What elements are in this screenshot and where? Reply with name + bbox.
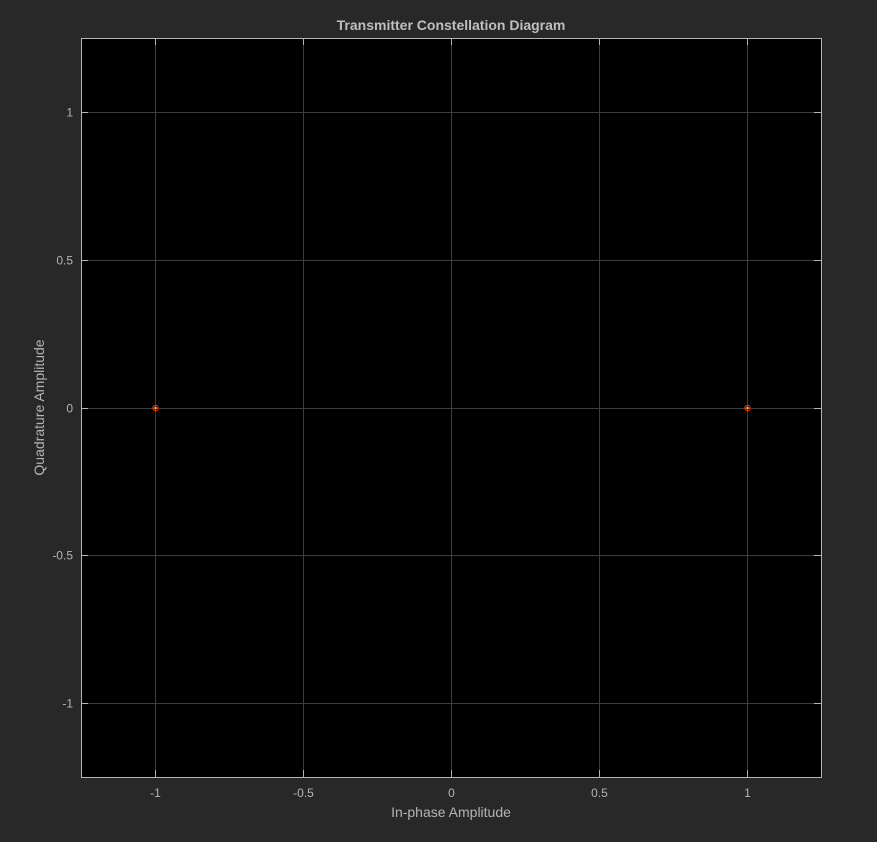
x-tick-label: 1 xyxy=(744,786,751,800)
x-tick-label: -1 xyxy=(150,786,161,800)
y-tick-label: -1 xyxy=(62,697,73,711)
x-tick-label: 0 xyxy=(448,786,455,800)
x-tick-label: 0.5 xyxy=(591,786,608,800)
y-tick-label: 1 xyxy=(66,106,73,120)
y-tick-label: 0 xyxy=(66,402,73,416)
received-constellation-point xyxy=(746,406,749,410)
reference-constellation-point xyxy=(744,404,751,412)
y-tick-label: 0.5 xyxy=(56,254,73,268)
axis-ticks: -1 -0.5 0 0.5 1 -1 -0.5 0 0.5 1 xyxy=(52,38,821,800)
chart-title: Transmitter Constellation Diagram xyxy=(337,17,566,33)
constellation-points xyxy=(152,404,751,412)
received-constellation-point xyxy=(154,406,157,410)
y-tick-label: -0.5 xyxy=(52,549,73,563)
reference-constellation-point xyxy=(152,404,159,412)
plot-frame xyxy=(81,38,822,778)
x-axis-label: In-phase Amplitude xyxy=(391,804,511,820)
x-tick-label: -0.5 xyxy=(293,786,314,800)
grid-lines xyxy=(81,38,821,777)
y-axis-label: Quadrature Amplitude xyxy=(31,339,47,475)
